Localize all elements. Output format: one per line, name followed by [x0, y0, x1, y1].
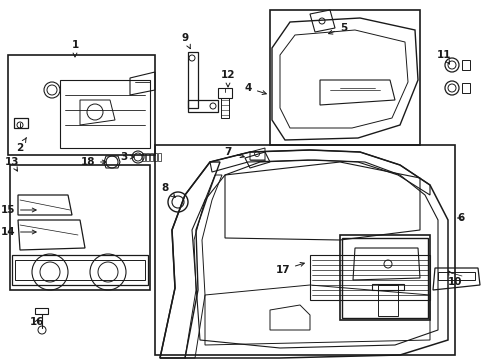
Bar [339, 235, 429, 320]
Text: 13: 13 [5, 157, 19, 171]
Text: 17: 17 [275, 262, 304, 275]
Bar [8, 55, 155, 155]
Text: 2: 2 [16, 138, 26, 153]
Bar [10, 165, 150, 290]
Bar [269, 10, 419, 145]
Text: 16: 16 [30, 317, 44, 327]
Text: 8: 8 [161, 183, 175, 197]
Text: 18: 18 [81, 157, 106, 167]
Text: 9: 9 [181, 33, 190, 49]
Text: 3: 3 [120, 152, 134, 162]
Text: 11: 11 [436, 50, 450, 64]
Bar [341, 238, 427, 318]
Text: 7: 7 [224, 147, 244, 158]
Text: 10: 10 [447, 271, 462, 287]
Text: 1: 1 [71, 40, 79, 57]
Text: 14: 14 [0, 227, 36, 237]
Text: 15: 15 [0, 205, 36, 215]
Text: 6: 6 [456, 213, 463, 223]
Text: 5: 5 [328, 23, 346, 34]
Text: 12: 12 [220, 70, 235, 87]
Text: 4: 4 [244, 83, 266, 94]
Bar [155, 145, 454, 355]
